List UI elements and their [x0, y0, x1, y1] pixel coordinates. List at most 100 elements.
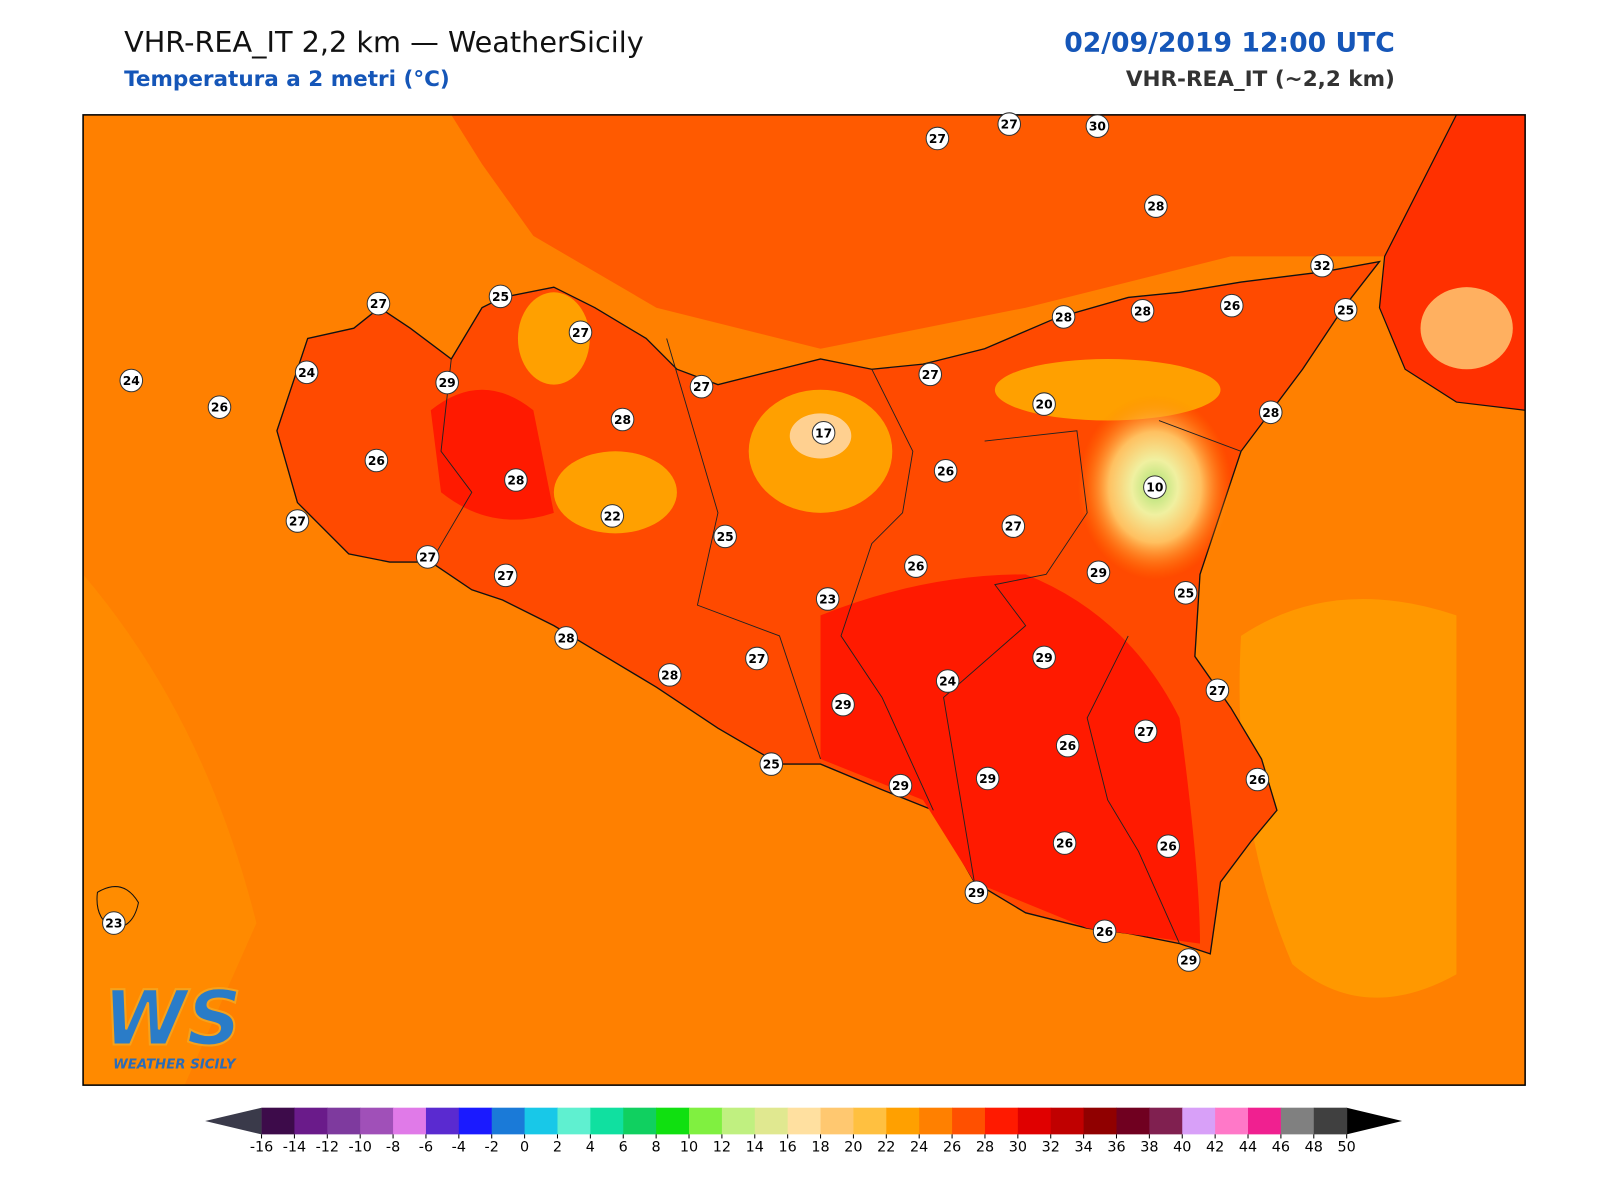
station-marker — [1133, 719, 1158, 744]
colorbar-over — [1346, 1107, 1403, 1135]
colorbar-tick-label: 40 — [1173, 1140, 1191, 1156]
station-value: 24 — [298, 366, 315, 380]
colorbar-tick-label: 30 — [1009, 1140, 1027, 1156]
colorbar-tick-label: -10 — [348, 1140, 371, 1156]
colorbar-tick-label: 36 — [1107, 1140, 1125, 1156]
station-value: 27 — [1005, 520, 1022, 534]
logo-mark: WS — [103, 975, 241, 1063]
station-value: 27 — [497, 569, 514, 583]
station-marker — [888, 773, 913, 798]
colorbar-cell — [721, 1107, 756, 1135]
colorbar-tick-label: 12 — [713, 1140, 731, 1156]
colorbar-cell — [1116, 1107, 1150, 1135]
map-area: WS WEATHER SICILY — [83, 114, 1526, 1086]
station-value: 10 — [1146, 481, 1163, 495]
colorbar-tick-label: 22 — [877, 1140, 895, 1156]
station-marker — [1143, 475, 1167, 499]
colorbar-cell — [1313, 1107, 1348, 1135]
station-value: 29 — [968, 886, 985, 900]
station-marker — [415, 545, 440, 569]
station-value: 28 — [1262, 406, 1279, 420]
station-marker — [102, 911, 126, 935]
station-marker — [1130, 298, 1155, 323]
station-marker — [918, 362, 943, 387]
colorbar-tick-label: 18 — [811, 1140, 829, 1156]
station-value: 28 — [558, 631, 575, 645]
station-marker — [1001, 514, 1026, 538]
station-marker — [815, 587, 840, 611]
colorbar-tick-label: 34 — [1074, 1140, 1092, 1156]
station-value: 27 — [1137, 725, 1154, 739]
colorbar-cell — [754, 1107, 789, 1135]
station-value: 28 — [1147, 200, 1164, 214]
colorbar-tick-label: 38 — [1140, 1140, 1158, 1156]
station-marker — [904, 554, 928, 578]
colorbar-tick-label: 16 — [779, 1140, 797, 1156]
datetime: 02/09/2019 12:00 UTC — [1064, 28, 1395, 59]
station-marker — [975, 766, 1000, 791]
colorbar-tick-label: 2 — [553, 1140, 562, 1156]
station-value: 28 — [1134, 304, 1151, 318]
station-marker — [1032, 645, 1056, 670]
station-marker — [1156, 834, 1180, 858]
cool-zone — [553, 451, 677, 534]
station-value: 27 — [370, 297, 387, 311]
colorbar-cell — [261, 1107, 295, 1135]
colorbar-cell — [294, 1107, 328, 1135]
colorbar-cell — [952, 1107, 986, 1135]
station-marker — [925, 126, 950, 151]
colorbar-cell — [853, 1107, 887, 1135]
station-value: 25 — [492, 290, 509, 304]
colorbar-cell — [425, 1107, 460, 1135]
colorbar-tick-label: -2 — [485, 1140, 499, 1156]
logo-name: WEATHER SICILY — [113, 1058, 237, 1073]
subtitle: Temperatura a 2 metri (°C) — [124, 67, 450, 92]
station-value: 29 — [1180, 954, 1197, 968]
colorbar-cell — [393, 1107, 427, 1135]
station-marker — [1245, 767, 1270, 792]
colorbar-tick-label: 6 — [619, 1140, 628, 1156]
colorbar-tick-label: 50 — [1338, 1140, 1356, 1156]
colorbar-tick-label: 4 — [586, 1140, 595, 1156]
station-marker — [1055, 733, 1080, 758]
station-marker — [1205, 678, 1230, 703]
sea-cool — [1239, 598, 1457, 998]
colorbar-tick-label: 42 — [1206, 1140, 1224, 1156]
colorbar-cell — [820, 1107, 854, 1135]
station-value: 25 — [1177, 586, 1194, 600]
colorbar-cell — [590, 1107, 624, 1135]
station-marker — [207, 395, 232, 419]
station-marker — [610, 407, 635, 432]
station-marker — [745, 646, 769, 671]
colorbar-cell — [623, 1107, 657, 1135]
station-marker — [1085, 114, 1110, 138]
colorbar-tick-label: 24 — [910, 1140, 928, 1156]
station-marker — [997, 112, 1022, 136]
station-marker — [1144, 194, 1168, 218]
station-marker — [294, 360, 319, 385]
station-value: 26 — [1056, 837, 1073, 851]
station-value: 26 — [1223, 299, 1240, 313]
station-value: 26 — [211, 401, 228, 415]
colorbar-tick-label: 32 — [1042, 1140, 1060, 1156]
colorbar-cell — [557, 1107, 591, 1135]
colorbar-cell — [886, 1107, 920, 1135]
station-marker — [366, 291, 391, 316]
colorbar-cell — [656, 1107, 690, 1135]
station-marker — [1086, 560, 1111, 585]
station-marker — [119, 368, 144, 393]
station-marker — [554, 626, 578, 650]
station-marker — [1219, 293, 1244, 318]
station-value: 24 — [123, 374, 140, 388]
cool-zone — [517, 292, 590, 385]
station-value: 29 — [1090, 566, 1107, 580]
colorbar-tick-label: -4 — [452, 1140, 466, 1156]
station-marker — [504, 468, 528, 492]
station-value: 27 — [289, 515, 306, 529]
colorbar-cell — [327, 1107, 361, 1135]
station-value: 27 — [419, 550, 436, 564]
station-value: 25 — [763, 758, 780, 772]
station-value: 17 — [815, 426, 832, 440]
colorbar-tick-label: 48 — [1305, 1140, 1323, 1156]
